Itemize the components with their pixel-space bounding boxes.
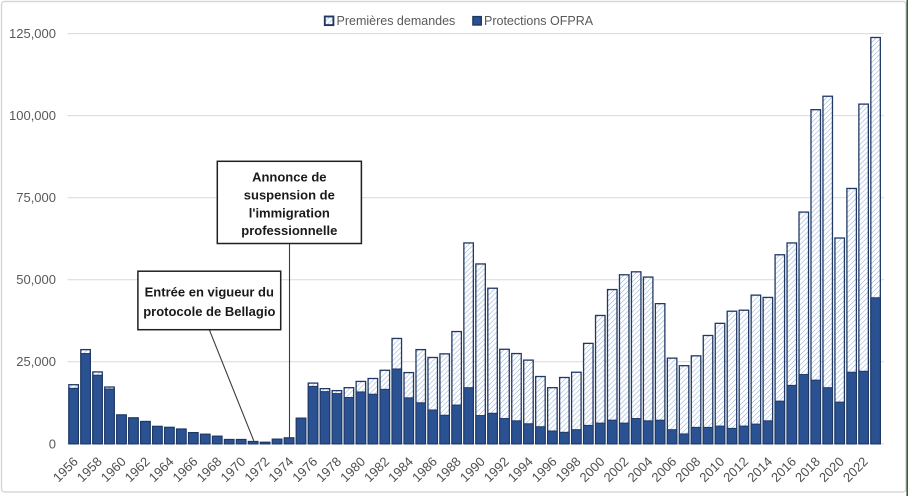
svg-text:25,000: 25,000	[16, 354, 56, 369]
svg-text:Annonce de: Annonce de	[252, 170, 326, 185]
svg-text:100,000: 100,000	[9, 108, 56, 123]
svg-text:Entrée en vigueur du: Entrée en vigueur du	[145, 285, 274, 300]
svg-text:125,000: 125,000	[9, 26, 56, 41]
svg-text:50,000: 50,000	[16, 272, 56, 287]
svg-text:protocole de Bellagio: protocole de Bellagio	[143, 304, 275, 319]
svg-text:suspension de: suspension de	[244, 187, 335, 202]
svg-text:professionnelle: professionnelle	[241, 223, 337, 238]
svg-text:0: 0	[49, 436, 56, 451]
svg-text:75,000: 75,000	[16, 190, 56, 205]
svg-text:Protections OFPRA: Protections OFPRA	[484, 14, 594, 28]
svg-text:l'immigration: l'immigration	[249, 205, 330, 220]
svg-text:Premières demandes: Premières demandes	[337, 14, 456, 28]
